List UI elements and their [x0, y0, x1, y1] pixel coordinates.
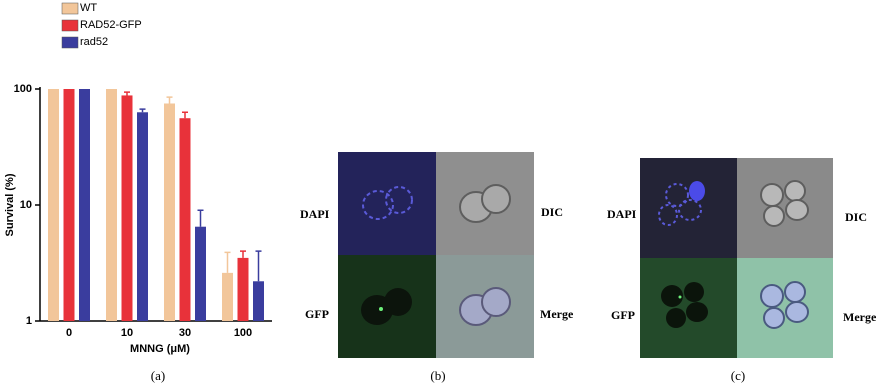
legend-swatch	[61, 2, 79, 15]
panel-label: DIC	[541, 205, 563, 219]
bar	[237, 257, 249, 321]
cell	[385, 186, 413, 214]
dapi-image	[640, 158, 737, 258]
caption: (c)	[731, 368, 745, 383]
micrograph-panel: DAPI DIC GFP Merge (c)	[607, 158, 877, 383]
gfp-focus	[678, 295, 682, 299]
cell	[666, 308, 686, 328]
bar	[106, 89, 117, 321]
legend-label: RAD52-GFP	[80, 19, 142, 31]
error-bar	[224, 251, 231, 273]
legend-swatch	[61, 19, 79, 32]
cell	[384, 288, 412, 316]
bar	[79, 89, 90, 321]
cell	[763, 205, 785, 227]
error-bar	[166, 96, 173, 104]
caption: (a)	[151, 368, 165, 383]
error-bar	[182, 111, 188, 119]
panel-label: GFP	[611, 308, 635, 322]
cell	[658, 204, 678, 226]
panel-label: DAPI	[300, 207, 330, 221]
cell	[760, 183, 784, 207]
dic-image	[737, 158, 833, 258]
y-tick-label: 100	[14, 83, 32, 95]
gfp-focus	[379, 307, 383, 311]
panel-label: DAPI	[607, 207, 637, 221]
panel-label: DIC	[845, 210, 867, 224]
bar	[121, 95, 133, 322]
x-tick-label: 30	[179, 327, 191, 339]
legend-swatch	[61, 36, 79, 49]
bar	[195, 226, 206, 321]
cell	[760, 284, 784, 308]
cell	[785, 301, 809, 323]
cell	[684, 282, 704, 302]
cell	[686, 302, 708, 322]
panel-label: Merge	[540, 307, 574, 321]
cell	[784, 281, 806, 303]
y-tick-label: 10	[20, 199, 32, 211]
bar	[179, 118, 191, 321]
bar	[48, 89, 59, 321]
x-tick-label: 10	[121, 327, 133, 339]
cell	[481, 184, 511, 214]
cell	[763, 307, 785, 329]
cell	[362, 190, 394, 220]
merge-image	[737, 258, 833, 358]
error-bar	[240, 250, 246, 258]
bar	[63, 89, 75, 321]
cell	[678, 199, 702, 221]
bar	[222, 272, 233, 321]
x-axis-label: MNNG (μM)	[130, 343, 190, 355]
legend-label: WT	[80, 2, 97, 14]
x-tick-label: 0	[66, 327, 72, 339]
cell	[689, 181, 705, 201]
cell	[661, 285, 683, 307]
y-axis-label: Survival (%)	[4, 173, 16, 236]
panel-label: Merge	[843, 310, 877, 324]
micrograph-panel: DAPI DIC GFP Merge (b)	[300, 152, 574, 383]
bar	[137, 112, 148, 322]
bar	[253, 281, 264, 321]
error-bar	[124, 91, 130, 96]
error-bar	[197, 209, 204, 227]
y-tick-label: 1	[26, 315, 32, 327]
x-tick-label: 100	[234, 327, 252, 339]
cell	[665, 183, 689, 207]
error-bar	[255, 250, 262, 282]
bar	[164, 103, 175, 322]
error-bar	[139, 108, 146, 113]
legend-label: rad52	[80, 36, 108, 48]
cell	[784, 180, 806, 202]
cell	[481, 287, 511, 317]
caption: (b)	[430, 368, 445, 383]
cell	[785, 199, 809, 221]
panel-label: GFP	[305, 307, 329, 321]
